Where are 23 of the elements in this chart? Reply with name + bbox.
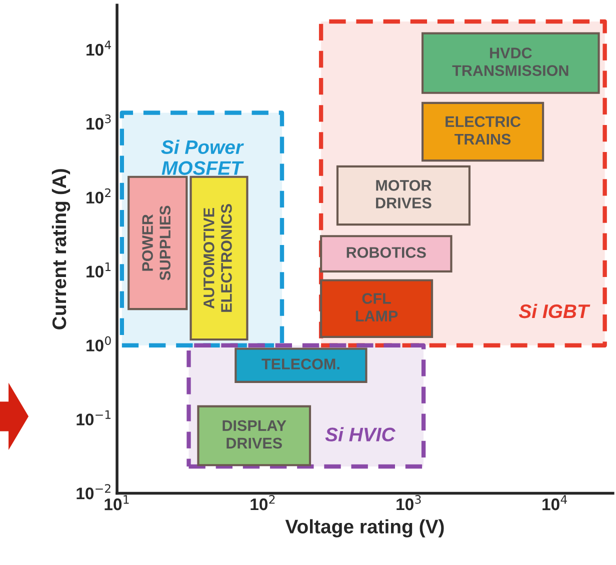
x-tick-label: 10$^{3}$ bbox=[396, 495, 421, 510]
x-tick-label: 10$^{2}$ bbox=[250, 495, 275, 510]
y-axis-title: Current rating (A) bbox=[52, 169, 70, 330]
series-label: MOTOR DRIVES bbox=[376, 180, 432, 208]
series-label: HVDC TRANSMISSION bbox=[452, 48, 568, 76]
x-tick-label: 10$^{4}$ bbox=[542, 495, 567, 510]
series-label: Si IGBT bbox=[518, 304, 590, 318]
series-label: DISPLAY DRIVES bbox=[222, 420, 286, 449]
series-label: Si HVIC bbox=[325, 427, 396, 442]
x-axis-title: Voltage rating (V) bbox=[285, 519, 444, 538]
y-tick-label: 10$^{1}$ bbox=[86, 262, 111, 278]
series-label: POWER SUPPLIES bbox=[142, 206, 171, 280]
y-tick-label: 10$^{−1}$ bbox=[76, 410, 110, 426]
y-tick-label: 10$^{0}$ bbox=[86, 336, 111, 352]
y-tick-label: 10$^{4}$ bbox=[86, 40, 111, 56]
y-tick-label: 10$^{3}$ bbox=[86, 114, 111, 130]
y-tick-label: 10$^{2}$ bbox=[86, 188, 110, 204]
series-label: TELECOM. bbox=[262, 358, 340, 370]
series-label: CFL LAMP bbox=[356, 293, 398, 322]
series-label: ROBOTICS bbox=[346, 247, 426, 258]
series-label: Si Power MOSFET bbox=[161, 140, 244, 175]
series-label: AUTOMOTIVE ELECTRONICS bbox=[203, 204, 232, 312]
series-label: ELECTRIC TRAINS bbox=[446, 116, 521, 145]
